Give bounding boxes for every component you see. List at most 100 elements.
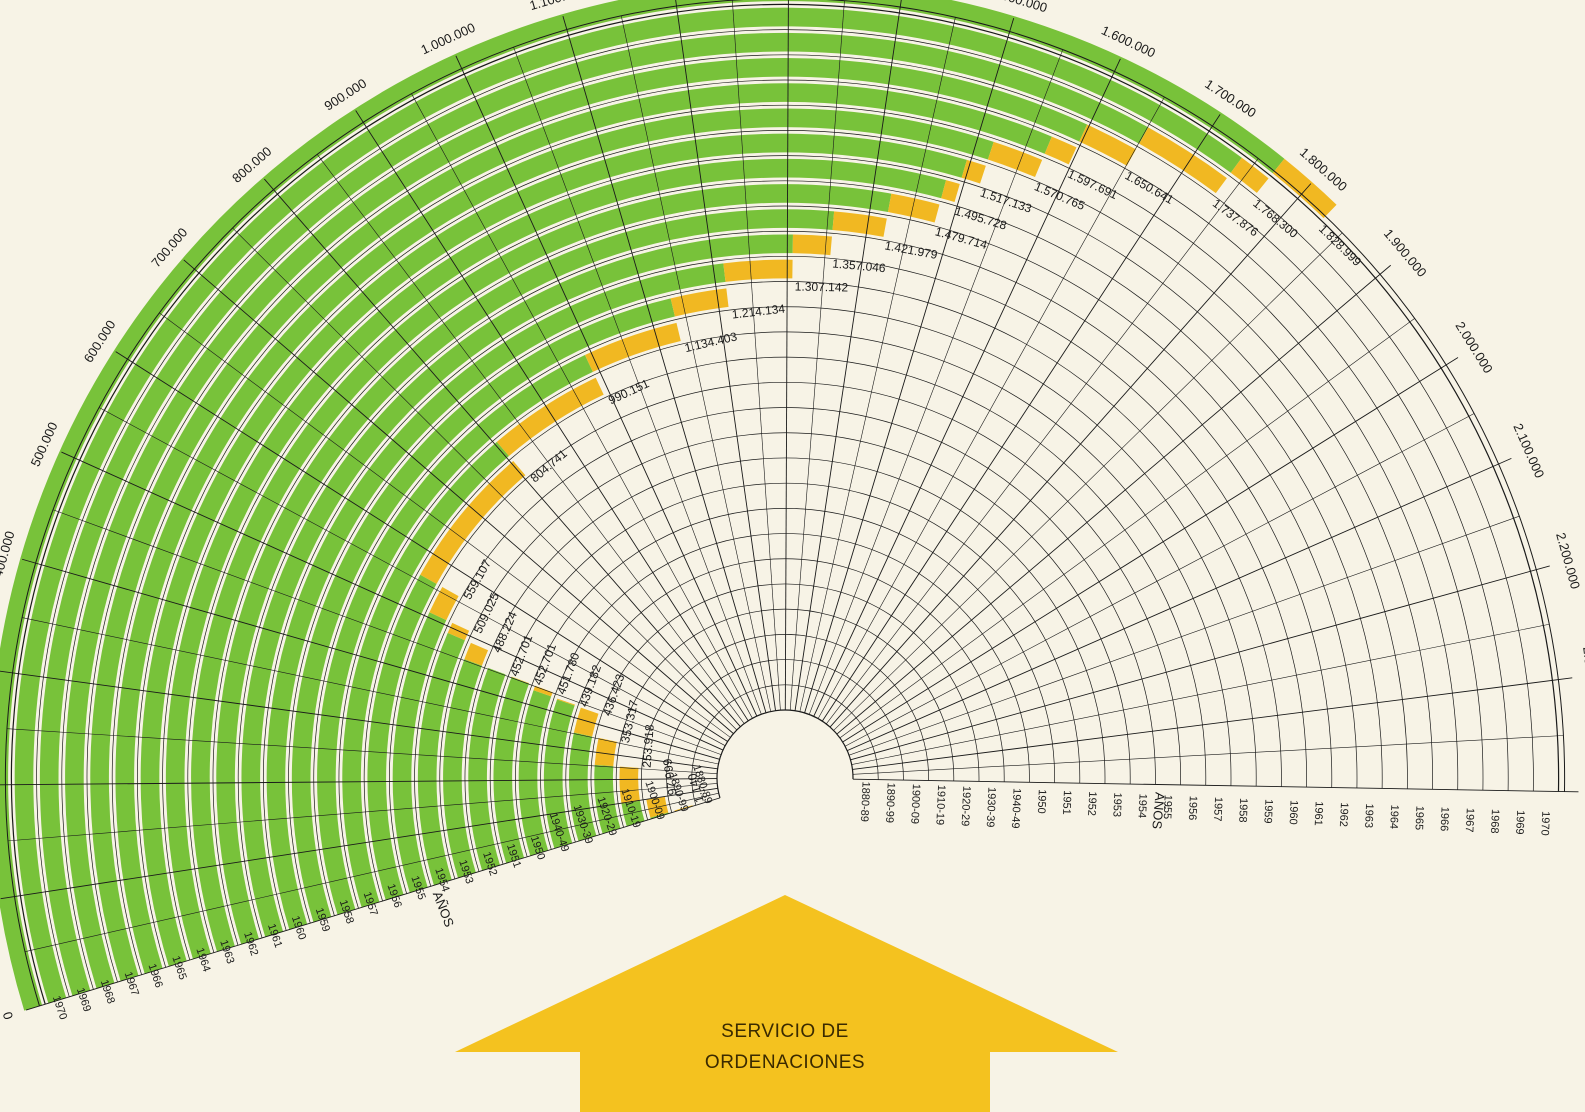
axis-label-right: AÑOS [1149, 792, 1167, 830]
year-label-right: 1951 [1060, 790, 1073, 815]
spoke-minor [851, 623, 1550, 765]
value-label: 1.650.641 [1123, 168, 1177, 207]
value-label: 804.741 [528, 446, 570, 485]
year-label-right: 1963 [1362, 803, 1375, 828]
bar-increment-1967 [1044, 136, 1077, 165]
bar-1961 [241, 234, 793, 937]
spoke-minor [848, 515, 1520, 756]
bar-1957 [342, 441, 509, 908]
tick-label: 2.000.000 [1452, 319, 1495, 376]
bar-increment-1955 [429, 587, 459, 621]
value-label: 1.134.403 [683, 329, 738, 355]
year-label-right: 1961 [1312, 801, 1325, 826]
spoke-minor [839, 318, 1415, 739]
bar-increment-1968 [1079, 124, 1136, 166]
spoke-major [0, 787, 718, 900]
banner-line-2: ORDENACIONES [705, 1052, 865, 1073]
tick-label: 2.300.000 [1580, 646, 1585, 705]
bar-increment-1961 [792, 234, 832, 256]
bar-increment-1964 [941, 180, 960, 202]
bar-increment-1963 [887, 193, 940, 223]
bars-layer [0, 0, 1337, 1011]
spoke-minor [833, 232, 1343, 731]
bar-1958 [317, 355, 593, 915]
axis-label-left: AÑOS [430, 889, 457, 929]
bar-increment-1969 [1139, 127, 1227, 194]
spoke-minor [6, 728, 718, 775]
bar-increment-1962 [832, 211, 887, 237]
year-label-right: 1952 [1085, 791, 1098, 816]
spoke-minor [22, 617, 719, 765]
spoke-minor [826, 158, 1259, 725]
year-label-left: 1970 [50, 994, 69, 1021]
spoke-minor [24, 792, 719, 953]
value-label: 1.828.999 [1316, 222, 1364, 269]
bar-1950 [518, 690, 552, 856]
bar-1964 [165, 158, 947, 960]
spoke-minor [844, 413, 1475, 747]
year-label-right: 1890-99 [883, 782, 897, 823]
spoke-major [0, 670, 718, 770]
spoke-minor [817, 96, 1165, 719]
bar-increment-1959 [670, 288, 729, 317]
spoke-minor [232, 227, 738, 731]
year-label-right: 1954 [1135, 793, 1148, 818]
bar-1969 [39, 32, 1149, 996]
bar-1952 [468, 667, 506, 871]
value-label: 97.999 [660, 757, 679, 796]
year-label-right: 1970 [1538, 811, 1551, 836]
bar-1940-49 [543, 699, 575, 849]
bar-1954 [417, 632, 465, 886]
year-label-right: 1920-29 [959, 786, 973, 827]
bar-1930-39 [569, 732, 597, 842]
tick-label: 0 [0, 1010, 16, 1021]
tick-label: 1.900.000 [1381, 226, 1430, 280]
bar-increment-1960 [723, 259, 793, 282]
bar-increment-1970 [1230, 157, 1269, 193]
value-label: 452.701 [531, 641, 560, 687]
bar-1970 [14, 7, 1242, 1004]
year-label-right: 1940-49 [1009, 788, 1023, 829]
value-label: 488.224 [490, 609, 520, 655]
value-label: 353.317 [618, 698, 641, 744]
spoke-minor [98, 407, 726, 746]
spoke-major [836, 264, 1391, 735]
bar-increment-1956 [420, 461, 526, 584]
spoke-minor [7, 783, 718, 842]
spoke-major [821, 114, 1221, 722]
year-label-right: 1955 [1161, 794, 1174, 819]
year-label-right: 1959 [1261, 799, 1274, 824]
spoke-major [264, 178, 741, 727]
value-label: 253.918 [640, 724, 657, 769]
year-label-right: 1965 [1412, 805, 1425, 830]
bar-1965 [140, 133, 967, 967]
bar-increment-1966 [987, 141, 1043, 178]
spoke-major [183, 259, 734, 734]
bar-1953 [443, 659, 482, 878]
value-label: 990.151 [606, 376, 652, 407]
spoke-major [847, 457, 1512, 752]
bar-1920-29 [594, 764, 621, 834]
year-label-right: 1964 [1387, 804, 1400, 829]
tick-label: 400.000 [0, 529, 18, 578]
spoke-minor [411, 93, 753, 719]
year-label-right: 1966 [1438, 807, 1451, 832]
bar-increment-1950 [533, 685, 553, 697]
spoke-major [813, 58, 1121, 717]
spoke-major [852, 778, 1579, 793]
tick-label: 2.200.000 [1553, 531, 1583, 591]
spoke-major [842, 357, 1459, 743]
value-label: 452.701 [507, 632, 536, 678]
bar-increment-undefined [1272, 158, 1337, 219]
spoke-major [804, 17, 1015, 714]
bar-1962 [216, 209, 835, 945]
bar-increment-1954 [447, 622, 470, 641]
bar-increment-1920-29 [594, 737, 617, 767]
bar-increment-1930-39 [573, 707, 599, 737]
value-label: 1.421.979 [884, 238, 939, 262]
value-label: 451.780 [554, 650, 582, 696]
spoke-major [852, 677, 1573, 770]
spoke-major [850, 565, 1550, 761]
value-label: 1.214.134 [731, 302, 786, 322]
spoke-minor [620, 15, 772, 712]
